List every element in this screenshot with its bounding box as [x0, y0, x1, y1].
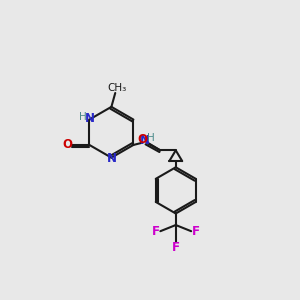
Text: H: H	[79, 112, 86, 122]
Text: N: N	[85, 112, 95, 125]
Text: O: O	[137, 133, 147, 146]
Text: CH₃: CH₃	[107, 82, 126, 93]
Text: N: N	[106, 152, 116, 165]
Text: H: H	[147, 133, 155, 143]
Text: F: F	[172, 241, 180, 254]
Text: O: O	[63, 139, 73, 152]
Text: F: F	[192, 225, 200, 238]
Text: N: N	[140, 134, 150, 147]
Text: F: F	[152, 225, 160, 238]
